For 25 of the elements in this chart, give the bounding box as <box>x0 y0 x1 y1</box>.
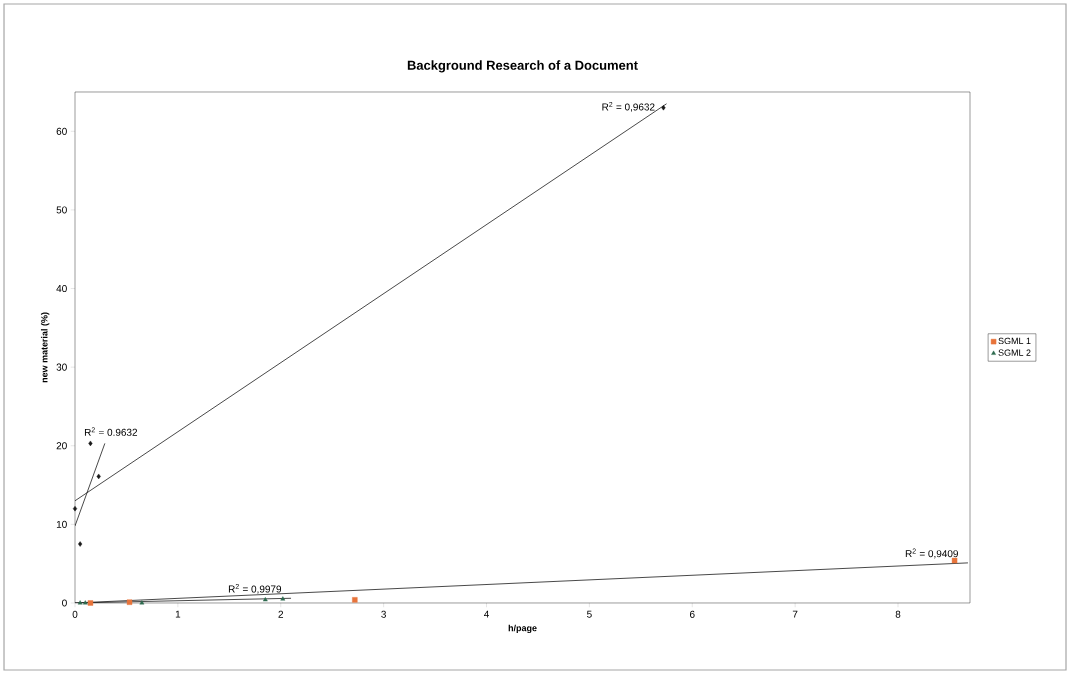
y-tick-label: 0 <box>62 599 67 607</box>
annotation: R$^{2}$ = 0,9409 <box>905 548 958 559</box>
chart-title: Background Research of a Document <box>407 60 638 73</box>
y-tick-label: 20 <box>56 442 67 450</box>
x-axis-title: h/page <box>508 624 537 634</box>
x-tick-label: 3 <box>381 610 386 618</box>
y-tick-label: 50 <box>56 206 67 214</box>
annotation: R$^{2}$ = 0,9979 <box>228 584 282 594</box>
x-tick-label: 8 <box>895 610 901 618</box>
annotation: R$^{2}$ = 0,9632 <box>602 101 655 112</box>
legend-label: SGML 2 <box>998 349 1031 356</box>
x-tick-label: 5 <box>587 610 592 618</box>
x-tick-label: 4 <box>483 610 489 618</box>
x-tick-label: 0 <box>72 610 78 618</box>
y-tick-label: 30 <box>56 363 67 371</box>
annotation: R$^{2}$ = 0.9632 <box>84 427 138 436</box>
y-tick-label: 10 <box>56 520 67 528</box>
y-tick-label: 40 <box>56 285 67 293</box>
x-tick-label: 2 <box>278 610 284 618</box>
y-axis-title: new material (%) <box>40 312 50 383</box>
y-tick-label: 60 <box>56 127 67 135</box>
x-tick-label: 1 <box>175 610 181 618</box>
x-tick-label: 7 <box>792 610 798 618</box>
x-tick-label: 6 <box>689 610 695 618</box>
legend-label: SGML 1 <box>998 337 1031 345</box>
